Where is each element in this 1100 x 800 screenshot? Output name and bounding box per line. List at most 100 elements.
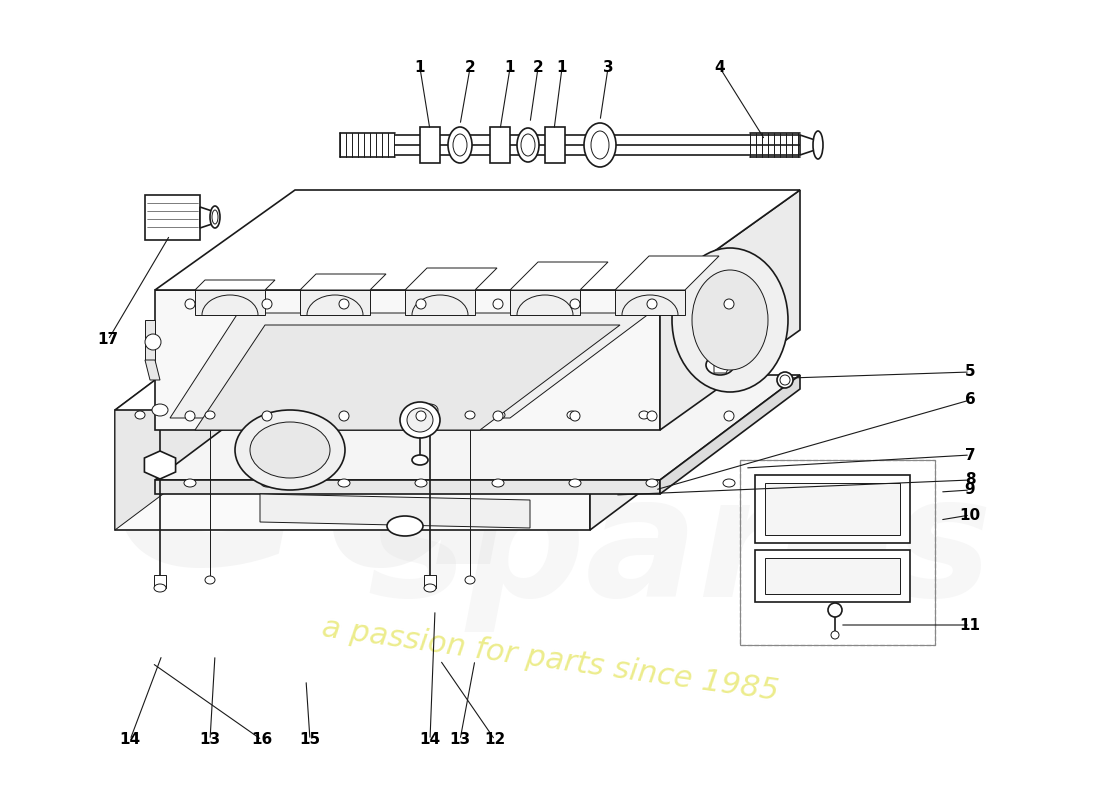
Text: 9: 9 — [965, 482, 976, 498]
Polygon shape — [405, 268, 497, 290]
Bar — [755, 475, 910, 543]
Ellipse shape — [212, 210, 218, 224]
Text: 1: 1 — [505, 61, 515, 75]
Ellipse shape — [279, 411, 289, 419]
Ellipse shape — [723, 479, 735, 487]
Polygon shape — [155, 375, 800, 480]
Text: 16: 16 — [252, 733, 273, 747]
Text: 4: 4 — [715, 61, 725, 75]
Polygon shape — [195, 325, 620, 430]
Ellipse shape — [584, 123, 616, 167]
Polygon shape — [714, 357, 728, 373]
Ellipse shape — [724, 411, 734, 421]
Text: 10: 10 — [959, 507, 980, 522]
Ellipse shape — [570, 411, 580, 421]
Ellipse shape — [207, 411, 217, 419]
Ellipse shape — [416, 411, 426, 421]
Ellipse shape — [828, 603, 842, 617]
Ellipse shape — [210, 206, 220, 228]
Ellipse shape — [706, 355, 734, 375]
Ellipse shape — [521, 134, 535, 156]
Text: 2: 2 — [532, 61, 543, 75]
Ellipse shape — [400, 402, 440, 438]
Ellipse shape — [205, 411, 214, 419]
Ellipse shape — [639, 411, 649, 419]
Ellipse shape — [339, 299, 349, 309]
Polygon shape — [660, 375, 800, 494]
Polygon shape — [154, 575, 166, 588]
Polygon shape — [300, 274, 386, 290]
Ellipse shape — [465, 576, 475, 584]
Ellipse shape — [152, 404, 168, 416]
Polygon shape — [195, 290, 265, 315]
Ellipse shape — [339, 411, 349, 421]
Polygon shape — [615, 256, 719, 290]
Polygon shape — [300, 290, 370, 315]
Ellipse shape — [777, 372, 793, 388]
Text: 13: 13 — [450, 733, 471, 747]
Ellipse shape — [235, 410, 345, 490]
Text: 7: 7 — [965, 447, 976, 462]
Ellipse shape — [647, 411, 657, 421]
Polygon shape — [116, 305, 255, 530]
Text: spares: spares — [367, 469, 992, 631]
Ellipse shape — [492, 479, 504, 487]
Polygon shape — [145, 360, 160, 380]
Ellipse shape — [262, 411, 272, 421]
Ellipse shape — [566, 411, 578, 419]
Text: 2: 2 — [464, 61, 475, 75]
Polygon shape — [155, 290, 660, 430]
Polygon shape — [155, 480, 660, 494]
Ellipse shape — [415, 479, 427, 487]
Polygon shape — [144, 451, 176, 479]
Ellipse shape — [422, 404, 438, 416]
Polygon shape — [510, 290, 580, 315]
Ellipse shape — [453, 134, 468, 156]
Ellipse shape — [495, 411, 505, 419]
Text: 15: 15 — [299, 733, 320, 747]
Polygon shape — [145, 320, 155, 360]
Polygon shape — [260, 494, 530, 528]
Polygon shape — [116, 305, 730, 410]
Ellipse shape — [493, 411, 503, 421]
Ellipse shape — [185, 299, 195, 309]
Ellipse shape — [448, 127, 472, 163]
Polygon shape — [800, 135, 818, 155]
Text: 12: 12 — [484, 733, 506, 747]
Text: 1: 1 — [557, 61, 568, 75]
Ellipse shape — [412, 455, 428, 465]
Polygon shape — [155, 190, 800, 290]
Text: 6: 6 — [965, 393, 976, 407]
Polygon shape — [420, 127, 440, 163]
Text: 14: 14 — [419, 733, 441, 747]
Ellipse shape — [517, 128, 539, 162]
Ellipse shape — [570, 299, 580, 309]
Ellipse shape — [647, 299, 657, 309]
Text: 14: 14 — [120, 733, 141, 747]
Polygon shape — [615, 290, 685, 315]
Ellipse shape — [338, 479, 350, 487]
Ellipse shape — [692, 270, 768, 370]
Text: 3: 3 — [603, 61, 614, 75]
Bar — [740, 460, 935, 645]
Polygon shape — [145, 195, 200, 240]
Ellipse shape — [145, 334, 161, 350]
Bar — [764, 558, 900, 594]
Polygon shape — [510, 262, 608, 290]
Ellipse shape — [250, 422, 330, 478]
Bar — [755, 550, 910, 602]
Ellipse shape — [261, 479, 273, 487]
Text: 17: 17 — [98, 333, 119, 347]
Polygon shape — [170, 313, 650, 418]
Ellipse shape — [830, 631, 839, 639]
Polygon shape — [405, 290, 475, 315]
Text: a passion for parts since 1985: a passion for parts since 1985 — [320, 614, 780, 706]
Ellipse shape — [424, 411, 433, 419]
Text: 13: 13 — [199, 733, 221, 747]
Ellipse shape — [416, 299, 426, 309]
Ellipse shape — [569, 479, 581, 487]
Polygon shape — [200, 207, 214, 228]
Ellipse shape — [780, 375, 790, 385]
Bar — [764, 483, 900, 535]
Polygon shape — [490, 127, 510, 163]
